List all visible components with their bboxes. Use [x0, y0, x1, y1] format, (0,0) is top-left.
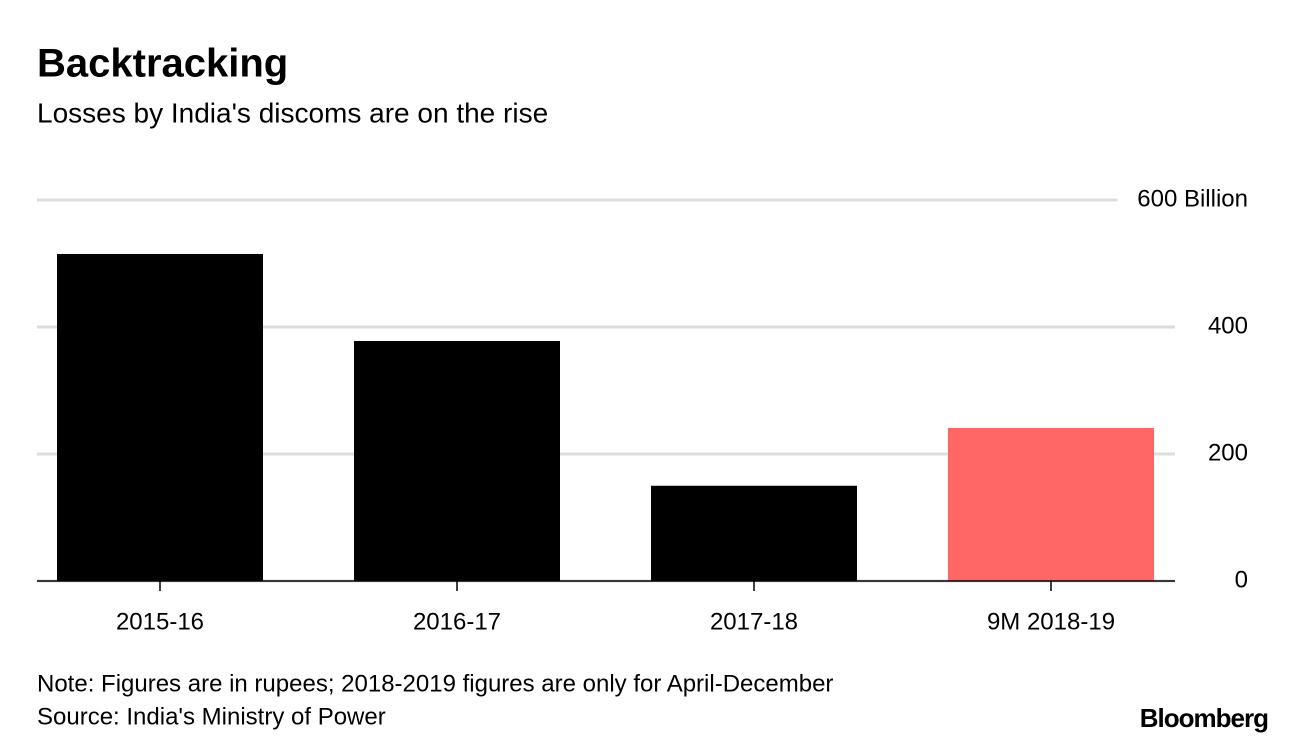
chart-title: Backtracking: [37, 42, 288, 86]
y-tick-label: 0: [1235, 566, 1248, 593]
x-tick-label: 2015-16: [116, 608, 204, 635]
bar: [651, 485, 857, 581]
chart-subtitle: Losses by India's discoms are on the ris…: [37, 97, 548, 128]
y-tick-label: 600 Billion: [1137, 185, 1248, 212]
x-tick-label: 2017-18: [710, 608, 798, 635]
bar: [948, 427, 1154, 581]
brand: Bloomberg: [1140, 703, 1268, 733]
bar: [354, 340, 560, 581]
x-tick-label: 9M 2018-19: [987, 608, 1115, 635]
source: Source: India's Ministry of Power: [37, 703, 386, 730]
note: Note: Figures are in rupees; 2018-2019 f…: [37, 670, 833, 697]
y-tick-label: 400: [1208, 312, 1248, 339]
bar: [57, 253, 263, 581]
x-tick-label: 2016-17: [413, 608, 501, 635]
y-tick-label: 200: [1208, 439, 1248, 466]
